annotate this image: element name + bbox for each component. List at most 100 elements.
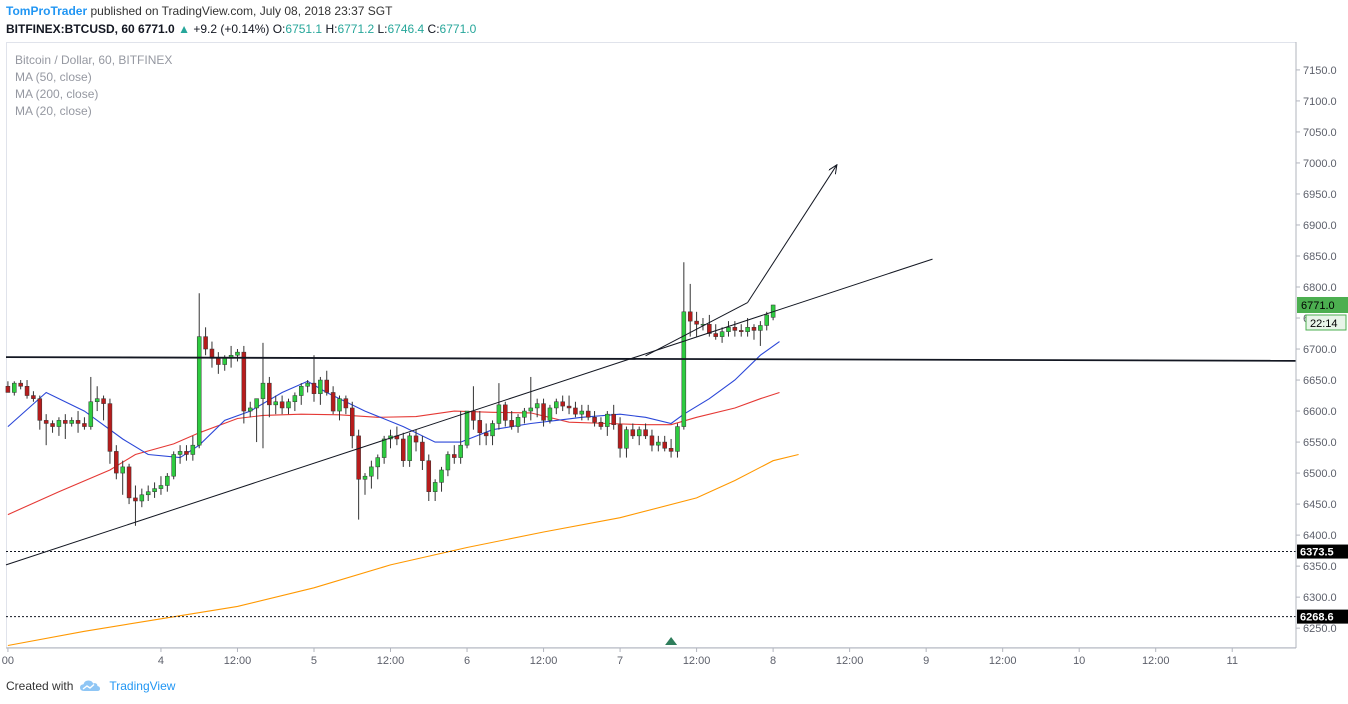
level-label: 6373.5 <box>1300 547 1334 559</box>
projection-arrow <box>747 165 837 303</box>
candle <box>158 476 164 495</box>
candle-body <box>171 454 176 477</box>
time-tick-label: 11 <box>1227 655 1238 667</box>
candle-body <box>554 401 559 409</box>
candle-body <box>477 420 483 434</box>
candle <box>471 386 476 430</box>
publish-info: TomProTrader published on TradingView.co… <box>6 4 392 18</box>
candle <box>94 386 100 412</box>
price-axis[interactable]: 6250.0 6300.0 6350.0 6400.0 6450.0 6500.0 6550… <box>1295 42 1348 648</box>
candle-body <box>745 327 750 332</box>
time-tick-label: 6 <box>464 655 470 667</box>
candle <box>458 411 463 464</box>
footer: Created with TradingView <box>6 679 175 693</box>
candle <box>407 432 412 467</box>
price-tick-label: 6650.0 <box>1303 375 1337 387</box>
candle <box>5 381 11 393</box>
symbol-interval: BITFINEX:BTCUSD, 60 <box>6 22 135 36</box>
candle <box>88 376 94 430</box>
candle <box>636 426 642 446</box>
candle-body <box>356 435 361 480</box>
candle <box>114 445 119 480</box>
candle <box>643 423 648 439</box>
candle <box>330 386 336 415</box>
candle-body <box>292 395 298 403</box>
symbol-ohlc-line: BITFINEX:BTCUSD, 60 6771.0 ▲ +9.2 (+0.14… <box>6 22 476 36</box>
candle <box>534 398 540 418</box>
candle <box>483 423 489 446</box>
candle <box>343 395 349 415</box>
time-tick-label: 12:00 <box>836 655 864 667</box>
candle <box>190 435 196 461</box>
cloud-icon <box>80 680 101 691</box>
legend-ma200[interactable]: MA (200, close) <box>15 87 99 101</box>
price-tick-label: 6250.0 <box>1303 623 1337 635</box>
candle-body <box>305 382 310 387</box>
candle-body <box>515 417 521 427</box>
candle <box>209 341 215 368</box>
candle-body <box>751 327 757 331</box>
candle-body <box>643 429 648 437</box>
legend-ma50[interactable]: MA (50, close) <box>15 70 92 84</box>
candle-body <box>196 336 202 446</box>
candle-body <box>165 475 170 486</box>
candle-body <box>343 398 349 409</box>
candle-body <box>464 410 470 446</box>
candle-body <box>528 407 534 412</box>
candle <box>445 451 451 477</box>
candle-body <box>31 395 36 399</box>
candle-body <box>617 424 623 449</box>
candle <box>292 392 298 412</box>
candle <box>592 411 597 427</box>
candle <box>31 391 36 402</box>
candle <box>63 414 68 439</box>
ma50-path <box>7 391 780 516</box>
candle <box>318 376 323 405</box>
candle <box>624 426 629 458</box>
candle <box>452 445 457 464</box>
price-tick-label: 6450.0 <box>1303 499 1337 511</box>
candle-body <box>75 420 81 424</box>
price-tick-label: 6850.0 <box>1303 251 1337 263</box>
legend-ma20[interactable]: MA (20, close) <box>15 104 92 118</box>
time-tick-label: 12:00 <box>683 655 711 667</box>
candle <box>145 485 151 501</box>
candle-body <box>675 426 680 452</box>
candle-body <box>732 327 738 331</box>
candle <box>126 463 132 505</box>
author-name[interactable]: TomProTrader <box>6 4 88 18</box>
candle <box>107 398 113 464</box>
time-tick-label: 00 <box>2 655 14 667</box>
candle <box>139 488 145 508</box>
tradingview-link[interactable]: TradingView <box>79 679 175 693</box>
candle-body <box>37 398 43 421</box>
time-axis[interactable]: 00 4 12:00 5 12:00 6 12:00 7 12:00 8 12:00 9 12:00 10… <box>2 647 1296 667</box>
candle <box>464 410 470 449</box>
candle <box>171 451 176 480</box>
candle-body <box>107 403 113 452</box>
candle-body <box>279 401 285 409</box>
candle-body <box>330 392 336 412</box>
candle <box>273 395 278 415</box>
candle-body <box>598 421 604 427</box>
candle <box>509 411 514 430</box>
candle-body <box>541 403 546 421</box>
candle-body <box>630 429 636 437</box>
candle <box>324 370 329 396</box>
candle-body <box>216 358 221 365</box>
candle-body <box>298 385 304 396</box>
price-tick-label: 6500.0 <box>1303 468 1337 480</box>
price-tick-label: 6950.0 <box>1303 189 1337 201</box>
candle <box>585 404 591 421</box>
candle-body <box>203 336 208 350</box>
candle-body <box>458 444 463 458</box>
countdown-label-bg <box>1305 314 1347 331</box>
candle-body <box>636 429 642 437</box>
candle <box>420 435 425 470</box>
price-tick-label: 6900.0 <box>1303 220 1337 232</box>
candle-body <box>56 420 62 427</box>
low-label: L: <box>377 22 388 36</box>
candle-body <box>18 382 23 387</box>
candle <box>311 355 317 402</box>
